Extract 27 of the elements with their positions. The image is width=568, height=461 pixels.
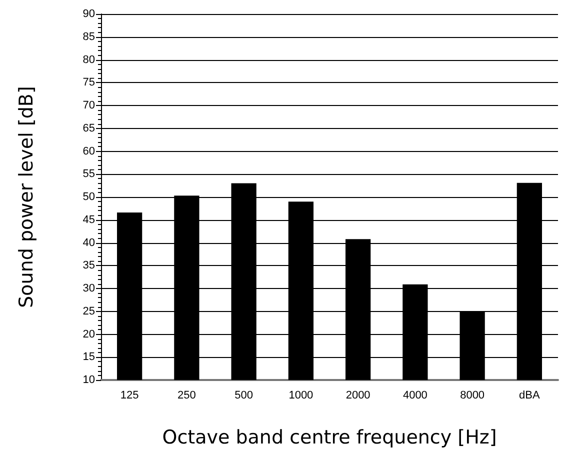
x-tick-label: 250	[178, 390, 196, 402]
x-tick-label: 2000	[346, 390, 370, 402]
y-tick-label: 80	[82, 54, 95, 66]
y-tick-label: 60	[82, 145, 95, 158]
y-tick-label: 10	[82, 374, 95, 386]
x-tick-label: 1000	[288, 390, 314, 402]
x-tick-label: dBA	[519, 390, 540, 402]
y-tick-label: 30	[82, 282, 95, 294]
y-tick-label: 75	[82, 76, 95, 89]
y-tick-label: 45	[82, 214, 95, 226]
y-tick-label: 90	[82, 8, 95, 20]
x-axis-title: Octave band centre frequency [Hz]	[162, 426, 497, 448]
y-axis-title: Sound power level [dB]	[16, 86, 38, 308]
y-tick-label: 50	[82, 191, 95, 203]
y-tick-label: 20	[82, 328, 95, 340]
y-tick-label: 35	[82, 260, 95, 272]
x-tick-label: 8000	[460, 390, 485, 402]
x-tick-label: 125	[120, 390, 139, 402]
x-tick-label: 500	[234, 390, 253, 402]
y-tick-label: 25	[82, 305, 95, 318]
y-tick-label: 40	[82, 236, 95, 249]
y-tick-label: 85	[82, 30, 95, 43]
y-tick-label: 65	[82, 122, 95, 134]
y-tick-label: 70	[82, 100, 95, 112]
y-tick-label: 15	[82, 351, 95, 364]
y-tick-label: 55	[82, 168, 95, 180]
x-tick-label: 4000	[402, 390, 428, 402]
